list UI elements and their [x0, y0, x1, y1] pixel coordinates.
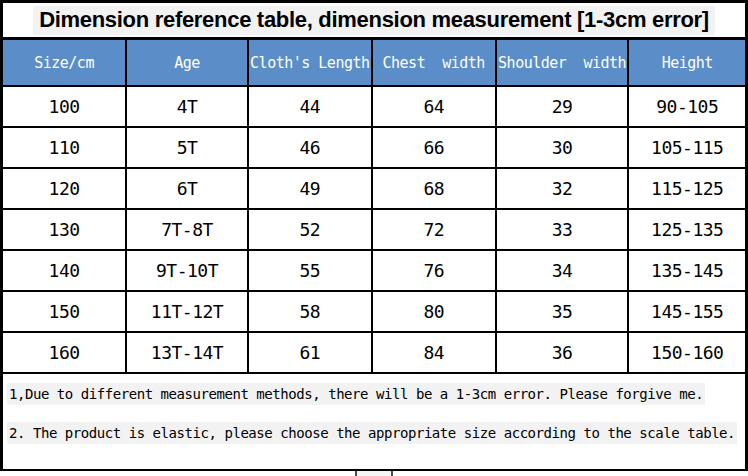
table-cell: 4T	[126, 86, 248, 127]
header-row: Size/cm Age Cloth's Length Chest width S…	[3, 40, 745, 86]
table-cell: 135-145	[628, 250, 745, 291]
table-cell: 150-160	[628, 332, 745, 373]
note-row: 1,Due to different measurement methods, …	[3, 374, 745, 414]
table-cell: 44	[248, 86, 372, 127]
table-cell: 160	[3, 332, 126, 373]
table-cell: 58	[248, 291, 372, 332]
table-cell: 49	[248, 168, 372, 209]
table-cell: 120	[3, 168, 126, 209]
table-cell: 33	[496, 209, 629, 250]
table-cell: 30	[496, 127, 629, 168]
table-cell: 90-105	[628, 86, 745, 127]
table-cell: 110	[3, 127, 126, 168]
table-cell: 5T	[126, 127, 248, 168]
size-chart-frame: Dimension reference table, dimension mea…	[0, 0, 748, 471]
table-row: 120 6T 49 68 32 115-125	[3, 168, 745, 209]
table-cell: 145-155	[628, 291, 745, 332]
title-bar: Dimension reference table, dimension mea…	[3, 3, 745, 40]
table-cell: 115-125	[628, 168, 745, 209]
col-header-age: Age	[126, 40, 248, 86]
table-cell: 32	[496, 168, 629, 209]
table-cell: 34	[496, 250, 629, 291]
table-row: 160 13T-14T 61 84 36 150-160	[3, 332, 745, 373]
table-row: 140 9T-10T 55 76 34 135-145	[3, 250, 745, 291]
table-cell: 13T-14T	[126, 332, 248, 373]
footer-notes: 1,Due to different measurement methods, …	[3, 374, 745, 451]
col-header-height: Height	[628, 40, 745, 86]
col-header-shoulder: Shoulder width	[496, 40, 629, 86]
table-row: 100 4T 44 64 29 90-105	[3, 86, 745, 127]
table-cell: 140	[3, 250, 126, 291]
table-cell: 66	[372, 127, 496, 168]
note-elastic-sizing: 2. The product is elastic, please choose…	[7, 422, 737, 444]
table-cell: 105-115	[628, 127, 745, 168]
table-cell: 76	[372, 250, 496, 291]
table-cell: 29	[496, 86, 629, 127]
page-title: Dimension reference table, dimension mea…	[33, 6, 715, 35]
table-cell: 9T-10T	[126, 250, 248, 291]
table-cell: 61	[248, 332, 372, 373]
table-cell: 72	[372, 209, 496, 250]
table-row: 130 7T-8T 52 72 33 125-135	[3, 209, 745, 250]
col-header-chest: Chest width	[372, 40, 496, 86]
cropped-cell-artifact	[355, 471, 393, 476]
table-cell: 68	[372, 168, 496, 209]
table-row: 110 5T 46 66 30 105-115	[3, 127, 745, 168]
table-cell: 84	[372, 332, 496, 373]
table-cell: 35	[496, 291, 629, 332]
table-cell: 7T-8T	[126, 209, 248, 250]
table-cell: 55	[248, 250, 372, 291]
table-cell: 11T-12T	[126, 291, 248, 332]
size-reference-table: Size/cm Age Cloth's Length Chest width S…	[3, 40, 745, 374]
table-cell: 52	[248, 209, 372, 250]
table-cell: 150	[3, 291, 126, 332]
table-cell: 64	[372, 86, 496, 127]
table-row: 150 11T-12T 58 80 35 145-155	[3, 291, 745, 332]
col-header-size: Size/cm	[3, 40, 126, 86]
col-header-length: Cloth's Length	[248, 40, 372, 86]
table-cell: 130	[3, 209, 126, 250]
table-cell: 46	[248, 127, 372, 168]
table-cell: 125-135	[628, 209, 745, 250]
table-cell: 36	[496, 332, 629, 373]
note-row: 2. The product is elastic, please choose…	[3, 414, 745, 451]
table-cell: 6T	[126, 168, 248, 209]
note-measurement-error: 1,Due to different measurement methods, …	[7, 383, 705, 405]
table-cell: 80	[372, 291, 496, 332]
table-cell: 100	[3, 86, 126, 127]
bottom-edge	[0, 471, 748, 476]
